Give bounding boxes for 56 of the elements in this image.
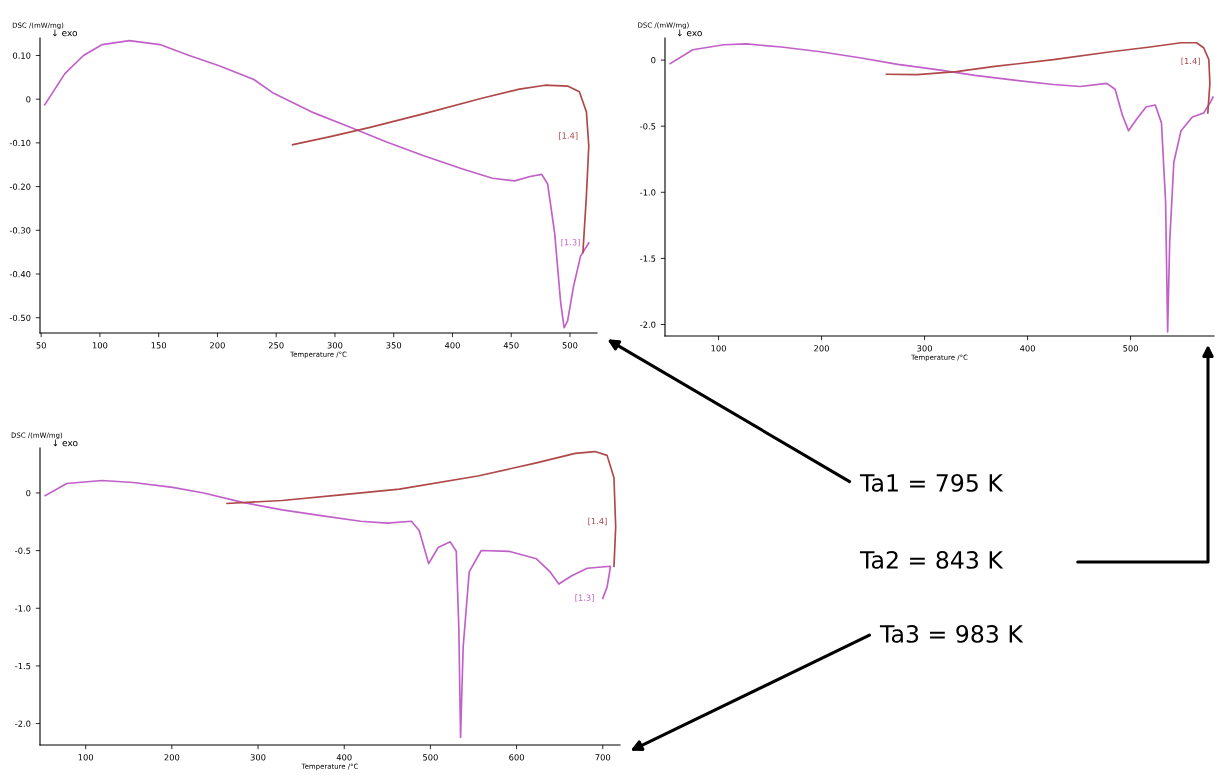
y-tick-label: -0.10 — [9, 139, 31, 147]
x-tick-label: 300 — [917, 345, 932, 352]
x-tick-label: 350 — [386, 342, 402, 349]
line-series — [44, 479, 612, 739]
y-tick-label: -2.0 — [15, 720, 31, 727]
y-tick-label: -1.0 — [15, 605, 31, 612]
x-tick-label: 100 — [711, 345, 726, 352]
text: ↓ exo — [53, 439, 78, 447]
x-tick-label: 150 — [151, 342, 167, 349]
x-tick-label: 500 — [562, 342, 578, 349]
x-tick-label: 600 — [509, 754, 524, 761]
y-tick-label: -0.30 — [9, 227, 31, 234]
y-tick-label: -0.20 — [9, 183, 31, 190]
line-series — [43, 39, 590, 329]
x-tick-label: 450 — [503, 342, 519, 349]
text: ↓ exo — [52, 29, 78, 37]
line-series — [226, 450, 617, 568]
y-tick-label: -0.50 — [9, 314, 31, 321]
x-tick-label: 400 — [444, 342, 460, 349]
x-tick-label: 300 — [327, 342, 343, 349]
x-tick-label: 200 — [814, 345, 829, 352]
x-tick-label: 50 — [36, 342, 46, 349]
y-tick-label: 0 — [651, 57, 656, 64]
x-tick-label: 200 — [210, 342, 225, 349]
x-tick-label: 300 — [250, 754, 266, 761]
y-tick-label: -1.5 — [15, 663, 31, 670]
text: Ta1 = 795 K — [859, 473, 1004, 492]
annotation: [1.4] — [588, 517, 607, 526]
annotation: [1.3] — [575, 594, 594, 602]
y-tick-label: -0.40 — [9, 270, 31, 278]
y-tick-label: 0 — [26, 96, 31, 103]
x-tick-label: 400 — [1020, 345, 1035, 352]
text: Ta2 = 843 K — [859, 550, 1004, 569]
line-series — [885, 41, 1211, 114]
x-tick-label: 100 — [92, 342, 108, 349]
y-tick-label: 0 — [26, 489, 31, 497]
x-tick-label: 500 — [423, 754, 438, 761]
annotation: [1.3] — [561, 238, 580, 247]
annotation: [1.4] — [1181, 57, 1200, 66]
y-tick-label: -0.5 — [15, 547, 31, 554]
text: Ta3 = 983 K — [879, 624, 1024, 643]
y-tick-label: -0.5 — [640, 123, 656, 130]
text: ↓ exo — [677, 29, 702, 37]
x-tick-label: 100 — [78, 754, 94, 761]
x-tick-label: 500 — [1123, 345, 1138, 352]
y-tick-label: -1.5 — [640, 255, 656, 262]
x-tick-label: 700 — [595, 754, 611, 761]
y-tick-label: -2.0 — [640, 321, 656, 328]
line-series — [669, 43, 1214, 333]
y-tick-label: 0.10 — [12, 52, 31, 59]
y-tick-label: -1.0 — [640, 189, 656, 196]
line-series — [291, 84, 590, 254]
x-tick-label: 250 — [268, 342, 284, 349]
x-tick-label: 200 — [164, 754, 180, 761]
annotation: [1.4] — [559, 132, 578, 140]
x-tick-label: 400 — [336, 754, 352, 761]
